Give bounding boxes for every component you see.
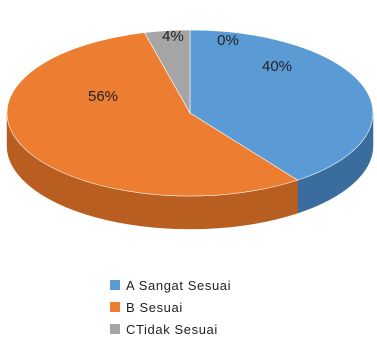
pie-slice-1[interactable] (6, 32, 299, 197)
legend-label-b: B Sesuai (126, 299, 183, 315)
pie-chart: 40% 56% 4% 0% (6, 28, 374, 230)
legend-swatch-c (110, 324, 120, 334)
legend-item-a[interactable]: A Sangat Sesuai (110, 275, 310, 295)
pie-data-label-2: 4% (162, 28, 184, 45)
legend-item-c[interactable]: CTidak Sesuai (110, 319, 310, 339)
pie-data-label-1: 56% (88, 88, 118, 105)
legend-swatch-a (110, 280, 120, 290)
legend-label-c: CTidak Sesuai (126, 321, 218, 337)
pie-slice-0[interactable] (189, 29, 374, 181)
legend-item-b[interactable]: B Sesuai (110, 297, 310, 317)
pie-slices (6, 29, 374, 197)
pie-slice-2[interactable] (144, 29, 191, 115)
legend-label-a: A Sangat Sesuai (126, 277, 232, 293)
legend-swatch-b (110, 302, 120, 312)
legend: A Sangat Sesuai B Sesuai CTidak Sesuai (110, 275, 310, 341)
pie-data-labels: 40% 56% 4% 0% (88, 28, 292, 105)
pie-data-label-0: 40% (262, 58, 292, 75)
pie-data-label-3: 0% (217, 32, 239, 49)
